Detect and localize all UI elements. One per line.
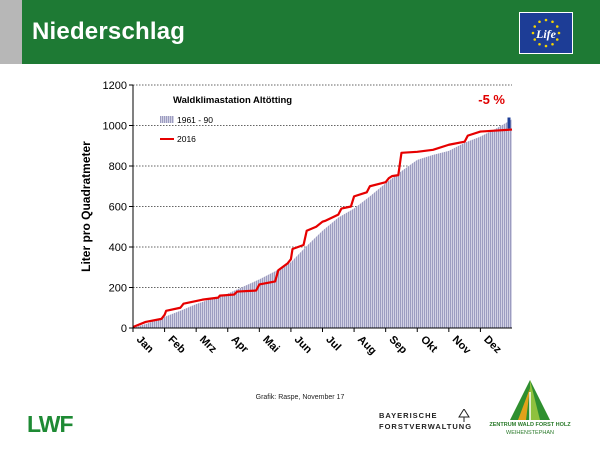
bayerische-forstverwaltung-logo: BAYERISCHE FORSTVERWALTUNG	[379, 408, 471, 438]
legend-swatch-1961-90	[160, 116, 174, 123]
chart-title: Waldklimastation Altötting	[173, 95, 292, 106]
x-tick-label-mai: Mai	[260, 334, 281, 355]
x-tick-label-mrz: Mrz	[197, 334, 219, 356]
y-tick-label-1000: 1000	[103, 121, 127, 133]
x-tick-label-sep: Sep	[387, 334, 410, 357]
zentrum-leaf-icon	[510, 380, 550, 420]
eu-star-icon	[551, 42, 554, 46]
x-tick-label-jan: Jan	[134, 334, 156, 356]
y-tick-label-400: 400	[109, 242, 127, 254]
x-tick-label-aug: Aug	[355, 334, 379, 358]
eu-star-icon	[544, 44, 548, 48]
eu-life-logo: Life	[519, 12, 573, 54]
lwf-logo-text: LWF	[27, 411, 73, 435]
eu-star-icon	[551, 20, 554, 24]
zentrum-text: ZENTRUM WALD FORST HOLZ	[489, 422, 571, 428]
eu-star-icon	[531, 31, 535, 35]
eu-star-icon	[538, 20, 541, 24]
zentrum-wald-forst-holz-logo: ZENTRUM WALD FORST HOLZ WEIHENSTEPHAN	[480, 378, 580, 442]
lwf-logo: LWF	[27, 411, 77, 437]
life-logo-text: Life	[535, 27, 557, 41]
precipitation-chart: 0 200 400 600 800 1000 1200 Jan Feb Mrz Apr Mai Jun J…	[0, 64, 600, 384]
difference-annotation: -5 %	[478, 92, 505, 107]
y-tick-label-200: 200	[109, 283, 127, 295]
tree-arrow-icon	[458, 409, 470, 422]
y-tick-label-600: 600	[109, 202, 127, 214]
header-side-stripe	[0, 0, 22, 64]
x-tick-label-feb: Feb	[165, 334, 188, 357]
x-tick-label-okt: Okt	[418, 334, 440, 356]
header-green-band	[22, 0, 600, 64]
x-tick-label-jun: Jun	[292, 334, 315, 357]
weihenstephan-text: WEIHENSTEPHAN	[506, 430, 554, 436]
eu-star-icon	[555, 38, 559, 41]
y-axis-label: Liter pro Quadratmeter	[79, 141, 93, 272]
eu-star-icon	[555, 25, 559, 28]
eu-star-icon	[533, 38, 537, 41]
y-tick-label-800: 800	[109, 161, 127, 173]
forstverwaltung-text: FORSTVERWALTUNG	[379, 422, 473, 431]
y-tick-label-0: 0	[121, 323, 127, 335]
header-bar: Niederschlag Life	[0, 0, 600, 64]
legend-label-1961-90: 1961 - 90	[177, 115, 213, 125]
y-tick-label-1200: 1200	[103, 80, 127, 92]
x-tick-label-nov: Nov	[450, 334, 474, 358]
eu-star-icon	[544, 18, 548, 22]
chart-caption: Grafik: Raspe, November 17	[255, 394, 345, 401]
x-tick-label-dez: Dez	[481, 334, 504, 357]
page-title: Niederschlag	[32, 18, 186, 45]
x-tick-label-jul: Jul	[323, 334, 343, 354]
eu-star-icon	[557, 31, 561, 35]
series-area-1961-90	[133, 119, 512, 328]
legend-label-2016: 2016	[177, 134, 196, 144]
eu-star-icon	[533, 25, 537, 28]
series-line-2016	[132, 128, 513, 329]
x-tick-label-apr: Apr	[229, 334, 251, 356]
bayerische-text: BAYERISCHE	[379, 411, 438, 420]
eu-star-icon	[538, 42, 541, 46]
